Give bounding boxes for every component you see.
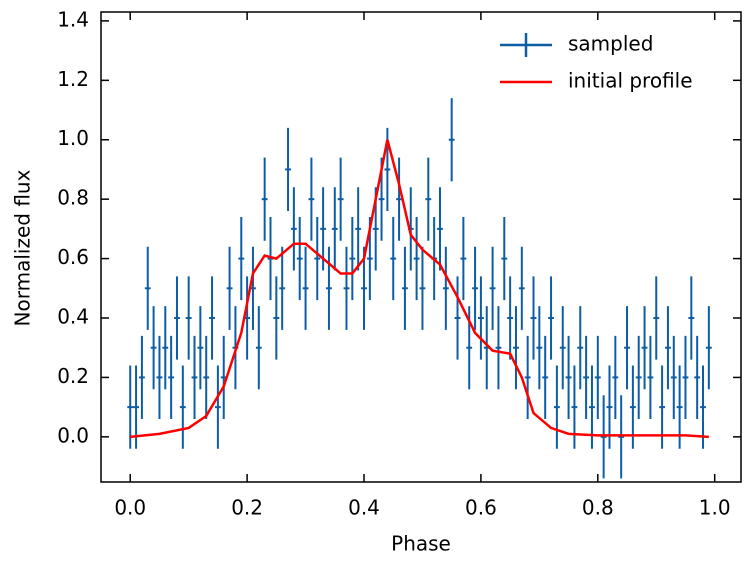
- y-tick-label: 0.4: [57, 305, 89, 329]
- plot-frame: [100, 11, 742, 483]
- x-axis-label: Phase: [391, 532, 451, 556]
- y-tick-label: 1.4: [57, 7, 89, 31]
- y-tick-label: 1.2: [57, 67, 89, 91]
- y-tick-label: 0.6: [57, 245, 89, 269]
- legend-label: initial profile: [568, 69, 693, 93]
- y-tick-label: 0.0: [57, 423, 89, 447]
- x-tick-label: 1.0: [699, 496, 731, 520]
- profile-line: [130, 139, 709, 439]
- x-tick-label: 0.8: [582, 496, 614, 520]
- x-tick-label: 0.2: [231, 496, 263, 520]
- x-tick-label: 0.0: [114, 496, 146, 520]
- y-tick-label: 1.0: [57, 126, 89, 150]
- x-tick-label: 0.6: [465, 496, 497, 520]
- y-axis-label: Normalized flux: [11, 169, 35, 326]
- legend-label: sampled: [568, 32, 653, 56]
- x-tick-label: 0.4: [348, 496, 380, 520]
- y-tick-label: 0.8: [57, 186, 89, 210]
- y-tick-label: 0.2: [57, 364, 89, 388]
